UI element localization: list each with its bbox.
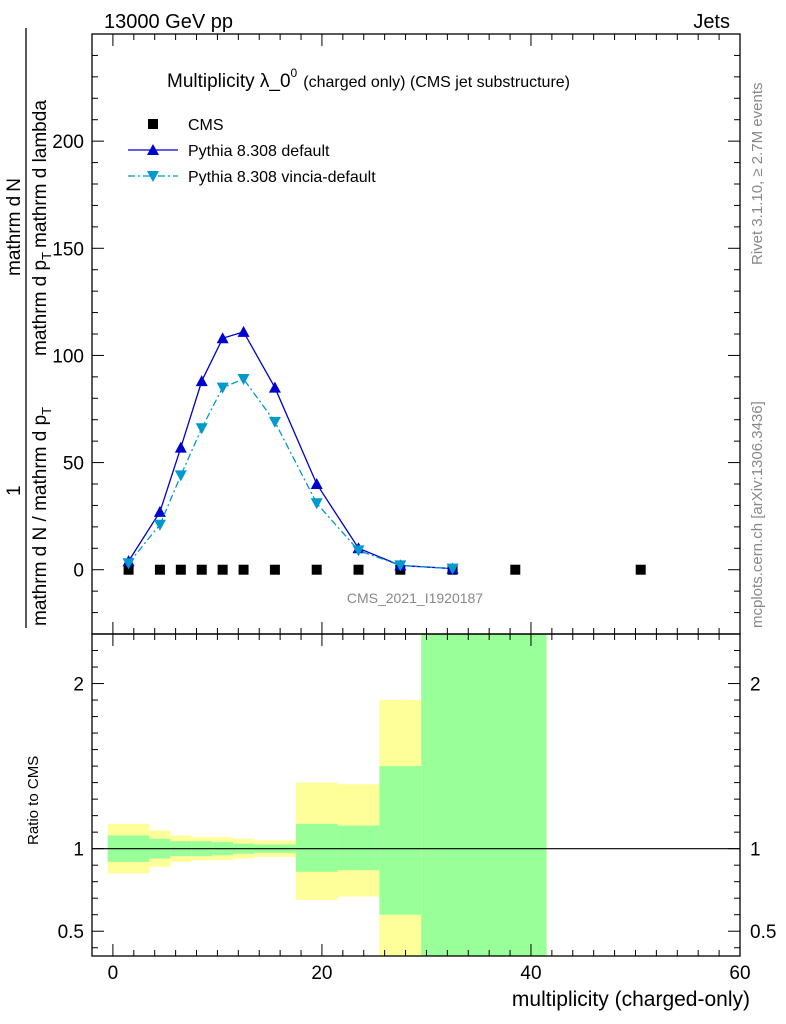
ylabel-line2-d: mathrm d lambda — [30, 100, 51, 248]
ratio-y-tick-label-right: 2 — [750, 675, 761, 696]
header-left: 13000 GeV pp — [104, 11, 233, 33]
series-line-2 — [128, 378, 453, 570]
main-y-tick-label: 150 — [52, 239, 84, 260]
ylabel-line2-a: mathrm d — [4, 196, 25, 276]
ylabel-line1: mathrm d N / mathrm d pT — [30, 407, 54, 626]
ylabel-line1-sub: T — [39, 407, 54, 415]
rivet-label: Rivet 3.1.10, ≥ 2.7M events — [749, 83, 766, 266]
pythia-default-point — [153, 505, 166, 517]
x-tick-label: 20 — [311, 963, 332, 984]
ylabel-line3: mathrm d pTmathrm d lambda — [30, 100, 54, 356]
title-main: Multiplicity λ_0 — [167, 71, 291, 92]
legend-marker-vincia — [147, 171, 159, 182]
pythia-vincia-point — [195, 423, 208, 435]
legend-marker-cms — [148, 119, 158, 129]
ylabel-line2-sub: T — [39, 252, 54, 260]
pythia-vincia-point — [122, 558, 135, 570]
legend: CMS Pythia 8.308 default Pythia 8.308 vi… — [128, 117, 376, 186]
cms-data-point — [311, 564, 322, 575]
legend-label-cms: CMS — [188, 117, 224, 134]
title-sup: 0 — [291, 66, 298, 80]
main-y-tick-label: 0 — [73, 561, 84, 582]
main-ylabel: 1 mathrm d N / mathrm d pT mathrm dN mat… — [4, 28, 54, 628]
ylabel-line2: mathrm d N — [4, 178, 25, 276]
ratio-band-inner-10 — [421, 634, 547, 956]
ratio-band-inner-8 — [337, 825, 380, 871]
pythia-default-point — [310, 478, 323, 489]
pythia-vincia-point — [174, 470, 187, 482]
pythia-vincia-point — [394, 560, 407, 572]
pythia-default-point — [268, 381, 281, 393]
cms-data-point — [217, 564, 228, 575]
pythia-vincia-point — [237, 374, 250, 385]
legend-label-vincia: Pythia 8.308 vincia-default — [188, 169, 376, 186]
pythia-vincia-point — [153, 519, 166, 531]
analysis-watermark: CMS_2021_I1920187 — [347, 590, 483, 606]
cms-data-point — [175, 564, 186, 575]
ylabel-line1-a: mathrm d N / mathrm d p — [30, 415, 51, 626]
cms-data-point — [635, 564, 646, 575]
legend-label-default: Pythia 8.308 default — [188, 143, 330, 160]
cms-data-point — [353, 564, 364, 575]
cms-data-point — [196, 564, 207, 575]
cms-data-point — [238, 564, 249, 575]
pythia-default-point — [237, 325, 250, 337]
ylabel-line2-c: mathrm d p — [30, 260, 51, 356]
x-tick-label: 0 — [108, 963, 119, 984]
plot-title: Multiplicity λ_00 (charged only) (CMS jet… — [167, 66, 570, 92]
legend-marker-default — [147, 144, 159, 155]
pythia-vincia-point — [352, 545, 365, 557]
ratio-y-tick-label-left: 2 — [73, 675, 84, 696]
ratio-y-tick-label-right: 0.5 — [750, 922, 776, 943]
axes: 0 20 40 60 0 50 100 150 200 0.5 0.5 1 1 2 2 — [52, 33, 776, 984]
ratio-y-tick-label-left: 0.5 — [58, 922, 84, 943]
ylabel-line2-b: N — [4, 178, 25, 192]
pythia-default-point — [174, 441, 187, 453]
main-y-tick-label: 100 — [52, 346, 84, 367]
x-axis-label: multiplicity (charged-only) — [512, 988, 750, 1011]
pythia-default-point — [216, 332, 229, 344]
ratio-band-inner-9 — [379, 766, 422, 915]
header-right: Jets — [693, 11, 730, 33]
x-tick-label: 60 — [729, 963, 750, 984]
pythia-vincia-point — [446, 563, 459, 575]
ratio-y-tick-label-left: 1 — [73, 840, 84, 861]
main-y-tick-label: 200 — [52, 132, 84, 153]
pythia-vincia-point — [216, 382, 229, 394]
pythia-vincia-point — [310, 498, 323, 510]
cms-data-point — [154, 564, 165, 575]
main-series — [122, 325, 646, 575]
mcplots-label: mcplots.cern.ch [arXiv:1306.3436] — [749, 401, 766, 628]
ylabel-numerator: 1 — [4, 485, 25, 496]
ratio-bands — [92, 634, 740, 956]
cms-data-point — [510, 564, 521, 575]
title-sub: (charged only) (CMS jet substructure) — [303, 74, 570, 91]
x-tick-label: 40 — [520, 963, 541, 984]
ratio-y-tick-label-right: 1 — [750, 840, 761, 861]
ratio-band-inner-7 — [295, 823, 338, 872]
pythia-default-point — [195, 375, 208, 387]
main-y-tick-label: 50 — [63, 454, 84, 475]
ratio-ylabel: Ratio to CMS — [25, 756, 42, 845]
cms-data-point — [123, 564, 134, 575]
pythia-vincia-point — [268, 416, 281, 428]
ratio-frame — [91, 633, 741, 957]
cms-data-point — [269, 564, 280, 575]
